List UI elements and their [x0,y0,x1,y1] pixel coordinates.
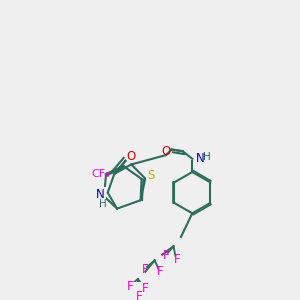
Text: N: N [195,152,204,165]
Text: O: O [161,145,171,158]
Text: F: F [136,290,143,300]
Text: F: F [163,249,169,262]
Text: F: F [127,280,134,293]
Text: H: H [203,152,211,162]
Text: N: N [96,188,105,201]
Text: S: S [147,169,155,182]
Text: F: F [142,282,148,295]
Text: F: F [142,263,148,276]
Text: H: H [99,199,107,209]
Text: F: F [174,253,181,266]
Text: F: F [157,265,164,278]
Text: O: O [127,151,136,164]
Text: CF₃: CF₃ [91,169,110,178]
